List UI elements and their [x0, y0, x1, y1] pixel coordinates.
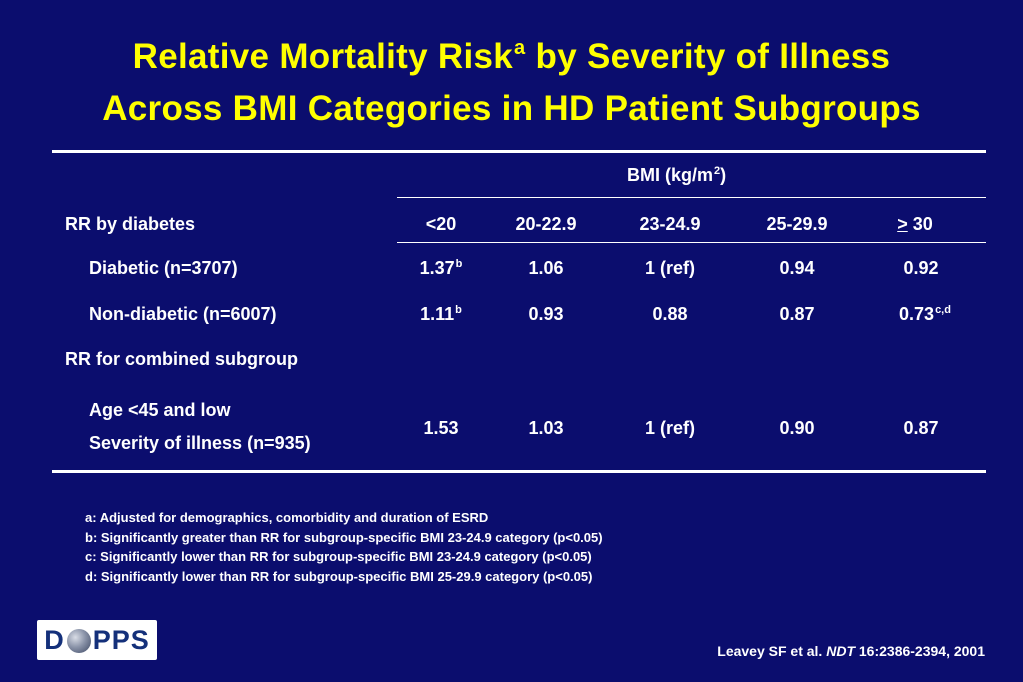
- table-cell: 1 (ref): [644, 418, 695, 438]
- table-cell: 1.37b: [419, 258, 463, 278]
- title-line-1-main: Relative Mortality Risk: [132, 37, 514, 76]
- footnote-d: d: Significantly lower than RR for subgr…: [85, 568, 593, 584]
- table-cell: 0.73c,d: [899, 304, 951, 324]
- column-header: 23-24.9: [639, 214, 701, 234]
- row-label-combined-line-2: Severity of illness (n=935): [89, 433, 311, 453]
- globe-icon: [66, 629, 91, 653]
- table-cell: 1.06: [528, 258, 564, 278]
- table-cell: 0.90: [779, 418, 815, 438]
- table-cell: 0.93: [528, 304, 564, 324]
- table-bottom-rule: [52, 470, 986, 473]
- row-label-combined-line-1: Age <45 and low: [89, 400, 231, 420]
- table-top-rule: [52, 150, 986, 153]
- row-label-nondiabetic: Non-diabetic (n=6007): [89, 304, 277, 324]
- slide-title: Relative Mortality Riska by Severity of …: [0, 22, 1023, 135]
- table-cell: 0.88: [652, 304, 688, 324]
- row-header-combined: RR for combined subgroup: [65, 349, 298, 369]
- footnote-a: a: Adjusted for demographics, comorbidit…: [85, 510, 489, 525]
- table-cell: 1.11b: [420, 304, 462, 324]
- title-line-2: Across BMI Categories in HD Patient Subg…: [102, 89, 921, 128]
- table-cell: 1 (ref): [644, 258, 695, 278]
- footnotes: a: Adjusted for demographics, comorbidit…: [85, 508, 603, 586]
- footnote-c: c: Significantly lower than RR for subgr…: [85, 549, 592, 564]
- citation: Leavey SF et al. NDT 16:2386-2394, 2001: [717, 643, 985, 659]
- table-cell: 0.92: [903, 258, 939, 278]
- dopps-logo: D PPS: [37, 620, 157, 660]
- column-header: <20: [425, 214, 457, 234]
- table-cell: 1.53: [423, 418, 459, 438]
- row-header-diabetes: RR by diabetes: [65, 214, 196, 234]
- bmi-group-header: BMI (kg/m2): [627, 165, 727, 185]
- footnote-b: b: Significantly greater than RR for sub…: [85, 529, 603, 545]
- column-header: > 30: [897, 214, 933, 234]
- column-header: 25-29.9: [766, 214, 828, 234]
- table-cell: 1.03: [528, 418, 564, 438]
- table-cell: 0.87: [903, 418, 939, 438]
- table-cell: 0.87: [779, 304, 815, 324]
- column-header: 20-22.9: [515, 214, 577, 234]
- title-line-1-rest: by Severity of Illness: [525, 37, 891, 76]
- group-header-rule: [397, 197, 986, 198]
- row-label-diabetic: Diabetic (n=3707): [89, 258, 238, 278]
- column-header-rule: [397, 242, 986, 243]
- table-cell: 0.94: [779, 258, 815, 278]
- title-line-1: Relative Mortality Riska by Severity of …: [0, 22, 1023, 83]
- title-footnote-marker: a: [514, 37, 526, 59]
